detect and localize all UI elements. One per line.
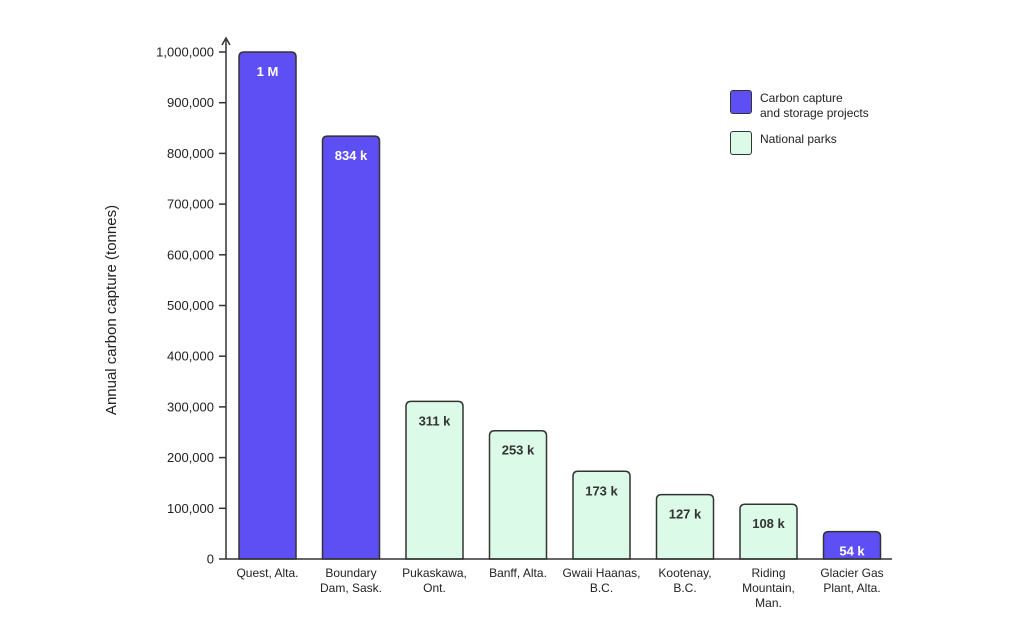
y-tick-label: 100,000 xyxy=(167,501,214,516)
x-category-label: Riding Mountain, Man. xyxy=(742,566,795,610)
bar-ccs xyxy=(321,135,381,560)
legend-label-parks: National parks xyxy=(760,132,837,146)
bar-data-label: 108 k xyxy=(752,516,785,531)
y-tick-label: 1,000,000 xyxy=(156,45,214,60)
bar-data-label: 1 M xyxy=(257,64,279,79)
bar-data-label: 54 k xyxy=(839,544,865,559)
bar-park xyxy=(739,503,798,560)
x-category-label-line: Boundary xyxy=(325,566,376,580)
x-category-label-line: Plant, Alta. xyxy=(823,581,880,595)
bar-data-label: 173 k xyxy=(585,483,618,498)
y-tick-label: 300,000 xyxy=(167,399,214,414)
y-tick-label: 500,000 xyxy=(167,298,214,313)
bar-data-label: 834 k xyxy=(335,148,368,163)
bar-park xyxy=(655,493,715,560)
y-axis-title: Annual carbon capture (tonnes) xyxy=(103,205,120,415)
x-category-label-line: Quest, Alta. xyxy=(236,566,298,580)
bar-park xyxy=(572,470,631,560)
x-category-label-line: Gwaii Haanas, xyxy=(562,566,640,580)
y-tick-label: 900,000 xyxy=(167,95,214,110)
x-category-label: Pukaskawa, Ont. xyxy=(402,566,467,595)
y-axis-arrow xyxy=(221,36,231,46)
x-category-label-line: Banff, Alta. xyxy=(489,566,547,580)
x-category-label-line: Riding xyxy=(751,566,785,580)
x-category-label: Boundary Dam, Sask. xyxy=(320,566,382,595)
x-category-label-line: B.C. xyxy=(673,581,696,595)
x-category-label: Banff, Alta. xyxy=(489,566,547,580)
x-category-label-line: Glacier Gas xyxy=(820,566,883,580)
legend-swatch-parks xyxy=(730,131,752,155)
x-category-label: Kootenay, B.C. xyxy=(658,566,711,595)
bar-data-label: 311 k xyxy=(419,413,452,428)
x-category-label-line: Pukaskawa, xyxy=(402,566,467,580)
y-tick-label: 400,000 xyxy=(167,349,214,364)
legend-item-parks: National parks xyxy=(730,131,920,155)
x-category-label: Glacier Gas Plant, Alta. xyxy=(820,566,883,595)
bar-data-label: 253 k xyxy=(502,443,535,458)
x-category-label-line: Mountain, xyxy=(742,581,795,595)
y-tick-label: 700,000 xyxy=(167,197,214,212)
x-category-label: Quest, Alta. xyxy=(236,566,298,580)
legend: Carbon capture and storage projects Nati… xyxy=(730,90,920,165)
y-tick-label: 200,000 xyxy=(167,450,214,465)
x-category-label-line: B.C. xyxy=(590,581,613,595)
bar-park xyxy=(488,429,548,560)
bar-ccs xyxy=(238,51,297,560)
x-category-label-line: Man. xyxy=(755,596,782,610)
x-category-label-line: Dam, Sask. xyxy=(320,581,382,595)
x-category-label-line: Ont. xyxy=(423,581,446,595)
bar-park xyxy=(405,400,464,560)
y-tick-label: 0 xyxy=(207,552,214,567)
x-category-label-line: Kootenay, xyxy=(658,566,711,580)
y-tick-label: 800,000 xyxy=(167,146,214,161)
legend-label-ccs: Carbon capture and storage projects xyxy=(760,91,869,120)
legend-swatch-ccs xyxy=(730,90,752,114)
legend-item-ccs: Carbon capture and storage projects xyxy=(730,90,920,121)
bar-ccs xyxy=(822,530,882,560)
y-tick-label: 600,000 xyxy=(167,247,214,262)
bar-data-label: 127 k xyxy=(669,507,702,522)
x-category-label: Gwaii Haanas, B.C. xyxy=(562,566,640,595)
